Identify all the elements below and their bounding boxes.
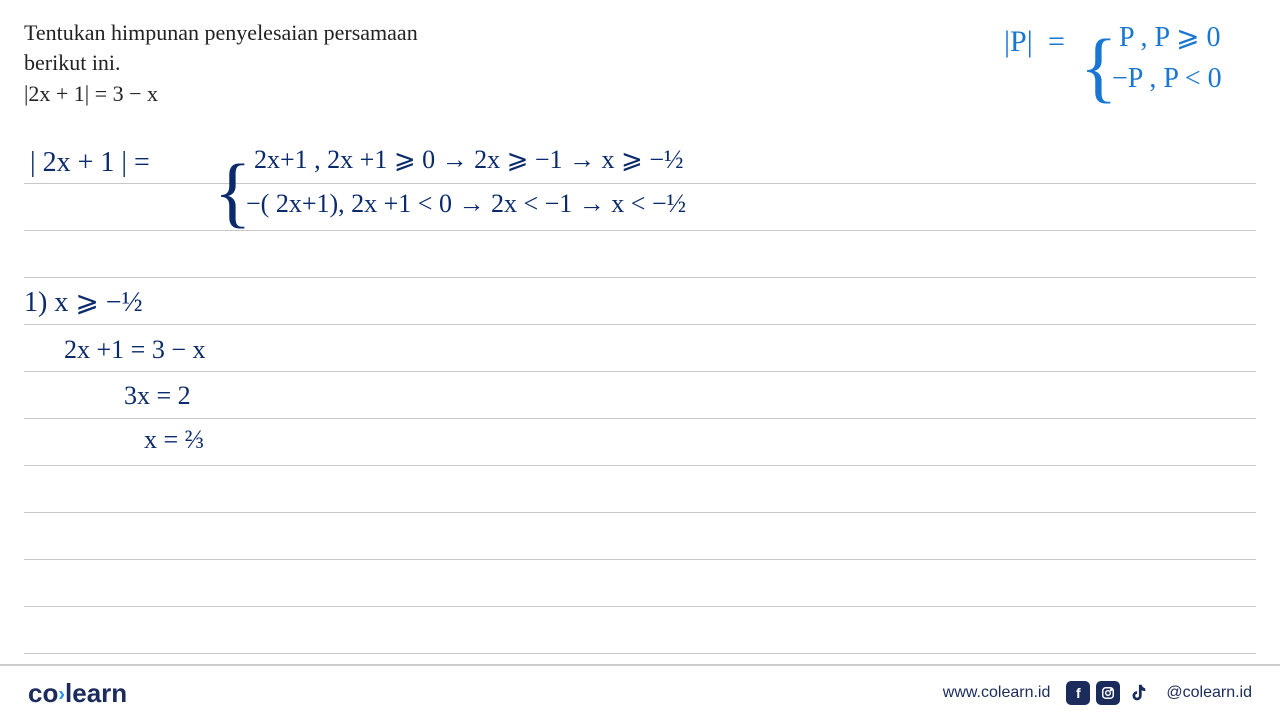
footer: co›learn www.colearn.id f @colearn.id [0,664,1280,720]
social-handle: @colearn.id [1166,684,1252,702]
problem-equation: |2x + 1| = 3 − x [24,81,1256,107]
def-p-abs: |P| [1004,25,1033,59]
ruled-line [24,277,1256,278]
main-lhs: | 2x + 1 | = [30,147,150,179]
case1-eq1: 2x +1 = 3 − x [64,335,206,365]
footer-right: www.colearn.id f @colearn.id [943,681,1252,705]
def-bot: −P , P < 0 [1112,63,1222,95]
ruled-line [24,324,1256,325]
problem-line2: berikut ini. [24,48,1256,78]
ruled-line [24,465,1256,466]
logo-arrow-icon: › [58,683,65,705]
instagram-icon [1096,681,1120,705]
main-top: 2x+1 , 2x +1 ⩾ 0 → 2x ⩾ −1 → x ⩾ −½ [254,145,684,175]
case1-eq3: x = ⅔ [144,425,204,455]
def-eq: = [1048,25,1065,59]
main-bot: −( 2x+1), 2x +1 < 0 → 2x < −1 → x < −½ [246,189,686,219]
ruled-line [24,606,1256,607]
def-top: P , P ⩾ 0 [1119,20,1221,54]
ruled-line [24,230,1256,231]
case1-eq2: 3x = 2 [124,381,191,411]
ruled-line [24,559,1256,560]
logo: co›learn [28,678,127,709]
problem-line1: Tentukan himpunan penyelesaian persamaan [24,18,1256,48]
logo-co: co [28,678,58,708]
social-icons: f [1066,681,1150,705]
ruled-line [24,418,1256,419]
ruled-line [24,183,1256,184]
logo-learn: learn [65,678,127,708]
ruled-line [24,512,1256,513]
website-url: www.colearn.id [943,684,1051,702]
ruled-line [24,653,1256,654]
tiktok-icon [1126,681,1150,705]
facebook-icon: f [1066,681,1090,705]
handwriting-area: |P| = { P , P ⩾ 0 −P , P < 0 | 2x + 1 | … [24,125,1256,645]
ruled-line [24,371,1256,372]
case1-header: 1) x ⩾ −½ [24,285,143,319]
